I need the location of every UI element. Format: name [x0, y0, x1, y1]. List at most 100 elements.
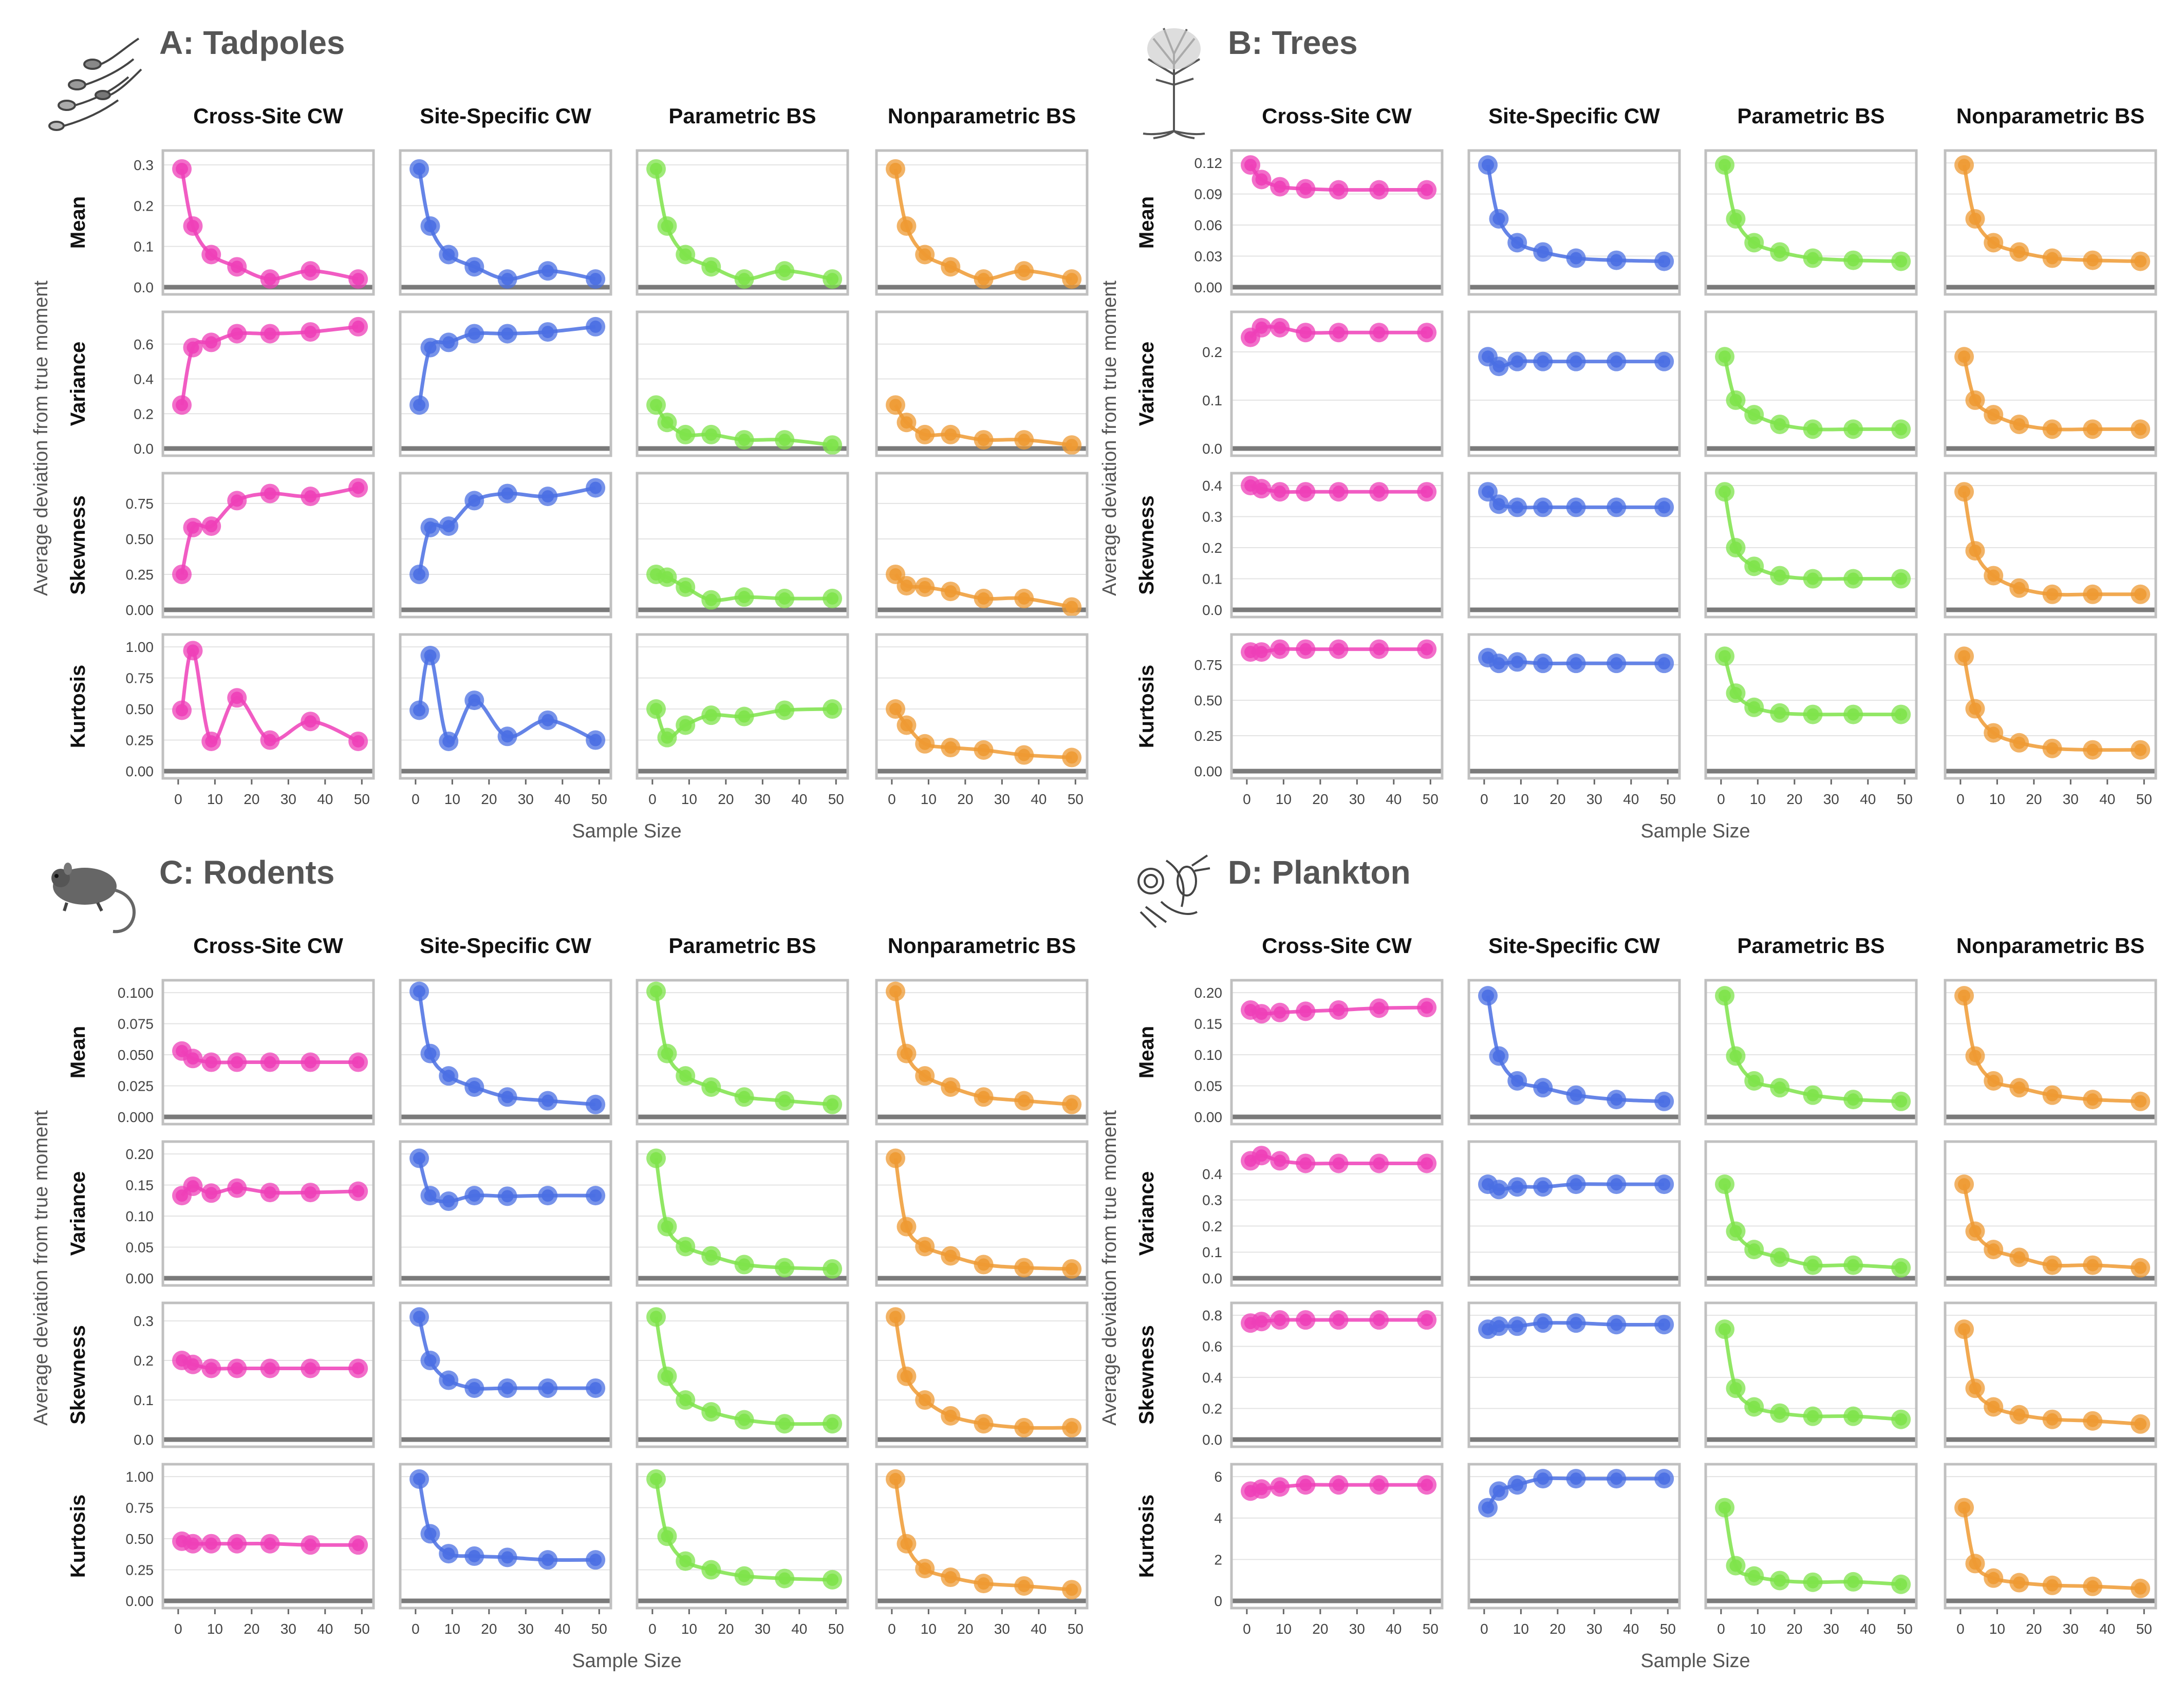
data-point-core [1570, 1472, 1582, 1485]
data-point-core [1719, 486, 1731, 498]
x-tick-label: 50 [2136, 791, 2152, 807]
data-point-core [1511, 236, 1524, 249]
data-point-core [900, 1370, 913, 1383]
row-header: Skewness [67, 1325, 89, 1424]
data-point-core [1570, 252, 1582, 265]
data-point-core [501, 1091, 514, 1104]
data-point-core [919, 248, 931, 261]
panel-border [1467, 472, 1681, 619]
data-point-core [424, 1354, 437, 1367]
x-tick-label: 50 [354, 791, 370, 807]
data-point-core [304, 1056, 317, 1069]
data-point-core [205, 1187, 218, 1200]
data-point-core [738, 1258, 751, 1271]
y-tick-label: 0.0 [1202, 602, 1222, 618]
panel-border [1704, 310, 1918, 457]
data-point-core [264, 327, 276, 340]
data-point-core [738, 591, 751, 604]
y-tick-label: 0.03 [1194, 249, 1223, 265]
data-point-core [264, 1186, 276, 1199]
facet-panel [636, 310, 849, 457]
data-point-core [1511, 1479, 1524, 1491]
facet-panel: 0 10 20 30 40 50 [1704, 633, 1918, 807]
data-point-core [1332, 486, 1345, 498]
x-tick-label: 50 [828, 791, 844, 807]
data-point-core [186, 1052, 199, 1065]
data-point-core [944, 428, 957, 441]
data-point-core [352, 1362, 365, 1375]
data-point-core [1492, 1050, 1505, 1062]
data-point-core [413, 1152, 426, 1165]
data-point-core [1610, 1472, 1623, 1485]
column-header: Site-Specific CW [420, 933, 591, 958]
panel-border [161, 979, 375, 1126]
data-point-core [679, 581, 692, 593]
data-point-core [1847, 254, 1860, 267]
data-point-core [977, 1091, 990, 1104]
data-point-core [1658, 1095, 1671, 1108]
panel-border [875, 1140, 1089, 1287]
x-tick-label: 40 [1860, 791, 1876, 807]
panel-border [875, 149, 1089, 296]
data-point-core [919, 737, 931, 750]
data-point-core [705, 428, 718, 441]
data-point-core [231, 692, 244, 704]
data-point-core [442, 735, 455, 748]
y-tick-label: 0.25 [126, 733, 154, 749]
facet-panel [399, 310, 612, 457]
y-tick-label: 0.10 [1194, 1047, 1223, 1063]
y-tick-label: 0.1 [134, 1392, 154, 1408]
panel-border [1944, 149, 2157, 296]
data-point-core [424, 219, 437, 232]
data-point-core [1492, 1183, 1505, 1196]
data-point-core [1421, 1479, 1433, 1491]
data-point-core [468, 694, 481, 707]
data-point-core [1719, 989, 1731, 1002]
data-point-core [1748, 408, 1761, 421]
x-tick-label: 10 [921, 791, 937, 807]
data-point-core [2013, 1576, 2026, 1589]
panel-border [1467, 1301, 1681, 1448]
data-point-core [413, 162, 426, 175]
data-point-core [1895, 1261, 1908, 1274]
data-point-core [826, 592, 839, 605]
data-point-core [264, 487, 276, 500]
x-tick-label: 50 [354, 1621, 370, 1637]
column-header: Nonparametric BS [888, 104, 1076, 128]
data-point-core [778, 704, 791, 717]
data-point-core [1255, 1149, 1268, 1162]
panel-border [636, 472, 849, 619]
y-tick-label: 1.00 [126, 1469, 154, 1485]
panel-border [161, 633, 375, 780]
data-point-core [468, 1189, 481, 1202]
facet-figure: B: Trees Average deviation from true mome… [1099, 24, 2157, 842]
facet-panel: 0 10 20 30 40 50 [875, 633, 1089, 807]
data-point-core [1373, 643, 1386, 656]
data-point-core [826, 1098, 839, 1111]
data-point-core [1847, 708, 1860, 721]
data-point-core [919, 1562, 931, 1575]
column-header: Cross-Site CW [1262, 104, 1412, 128]
y-tick-label: 2 [1214, 1552, 1222, 1567]
data-point-core [501, 487, 514, 500]
data-point-core [1958, 159, 1971, 172]
x-tick-label: 40 [1623, 791, 1639, 807]
facet-panel [161, 149, 375, 296]
data-point-core [264, 1362, 276, 1375]
y-tick-label: 0.15 [126, 1178, 154, 1193]
data-point-core [304, 1362, 317, 1375]
data-point-core [2046, 1413, 2059, 1426]
data-point-core [705, 1563, 718, 1576]
facet-panel [1944, 1301, 2157, 1448]
data-point-core [661, 731, 674, 744]
x-axis-label: Sample Size [572, 820, 681, 842]
panel-border [161, 1140, 375, 1287]
data-point-core [1658, 1178, 1671, 1191]
data-point-core [1492, 498, 1505, 511]
x-tick-label: 30 [1823, 1621, 1839, 1637]
data-point-core [679, 1240, 692, 1253]
data-point-core [542, 326, 554, 339]
row-header: Mean [67, 196, 89, 249]
data-point-core [424, 1527, 437, 1540]
data-point-core [442, 336, 455, 349]
